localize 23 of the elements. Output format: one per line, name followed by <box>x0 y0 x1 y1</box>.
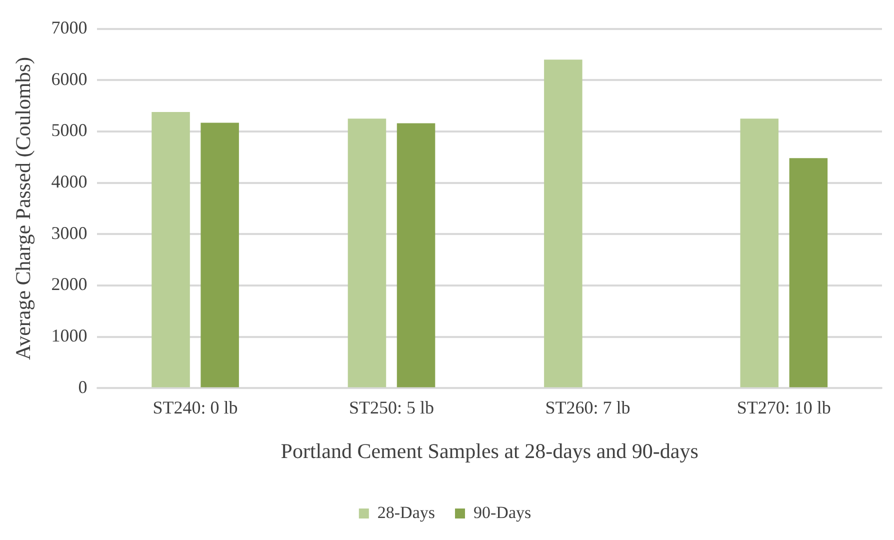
x-axis-title: Portland Cement Samples at 28-days and 90-days <box>280 438 698 463</box>
legend-label: 28-Days <box>377 502 436 522</box>
bar <box>396 123 436 388</box>
bar <box>200 122 239 388</box>
x-tick-label: ST260: 7 lb <box>545 398 630 418</box>
y-tick-label: 6000 <box>51 68 88 89</box>
y-axis-title: Average Charge Passed (Coulombs) <box>11 56 36 360</box>
y-tick-label: 5000 <box>51 120 88 140</box>
bar <box>544 60 582 388</box>
bar <box>789 158 828 388</box>
y-tick-label: 4000 <box>51 172 88 192</box>
y-tick-label: 7000 <box>51 18 88 38</box>
x-tick-label: ST240: 0 lb <box>152 398 238 418</box>
x-tick-label: ST250: 5 lb <box>348 398 434 418</box>
y-tick-label: 1000 <box>51 326 88 346</box>
x-tick-label: ST270: 10 lb <box>736 398 831 418</box>
y-tick-label: 3000 <box>51 222 88 243</box>
y-tick-label: 2000 <box>51 274 88 294</box>
legend-label: 90-Days <box>474 502 532 522</box>
bar <box>348 118 386 388</box>
bar <box>740 118 779 388</box>
y-tick-label: 0 <box>78 376 88 397</box>
bar <box>152 112 190 388</box>
